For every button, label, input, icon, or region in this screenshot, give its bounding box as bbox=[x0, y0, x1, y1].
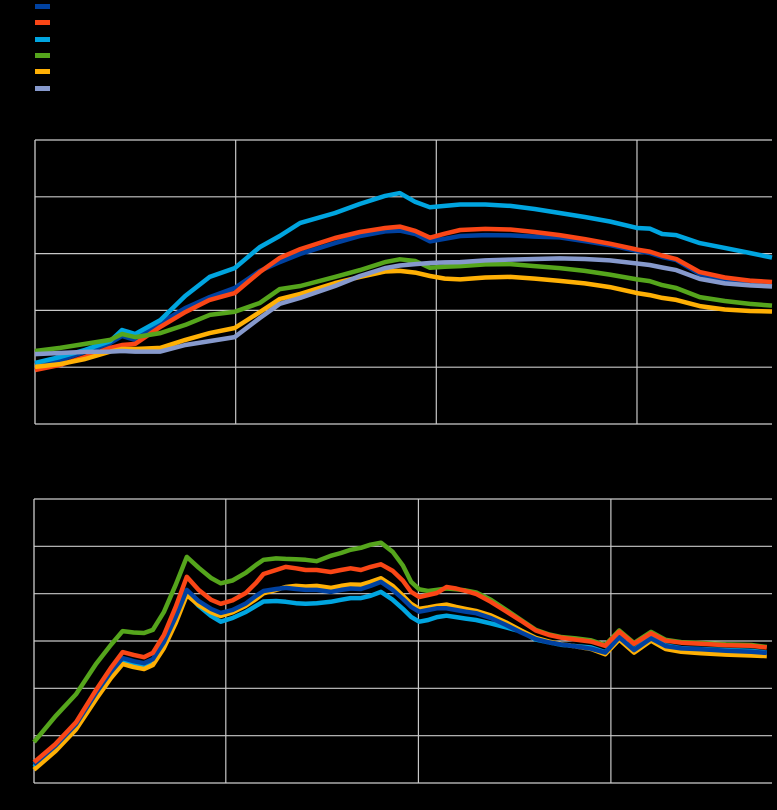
legend-swatch-series-1-navy bbox=[35, 4, 50, 9]
series-6-slate-line bbox=[34, 256, 773, 357]
chart-bottom-panel bbox=[32, 498, 772, 784]
legend-swatch-series-6-slate bbox=[35, 86, 50, 91]
legend-swatch-series-3-cyan bbox=[35, 37, 50, 42]
series-5-amber-line bbox=[34, 268, 773, 370]
series-3-cyan-line bbox=[34, 190, 773, 366]
series-4-green-line bbox=[34, 257, 773, 354]
series-1-navy-line bbox=[32, 579, 767, 767]
legend-swatch-series-4-green bbox=[35, 53, 50, 58]
legend-swatch-series-2-red bbox=[35, 20, 50, 25]
series-3-cyan-line bbox=[32, 589, 768, 769]
legend bbox=[35, 4, 50, 91]
series-2-red-line bbox=[32, 562, 768, 765]
chart-top-panel bbox=[34, 139, 773, 425]
legend-swatch-series-5-amber bbox=[35, 69, 50, 74]
